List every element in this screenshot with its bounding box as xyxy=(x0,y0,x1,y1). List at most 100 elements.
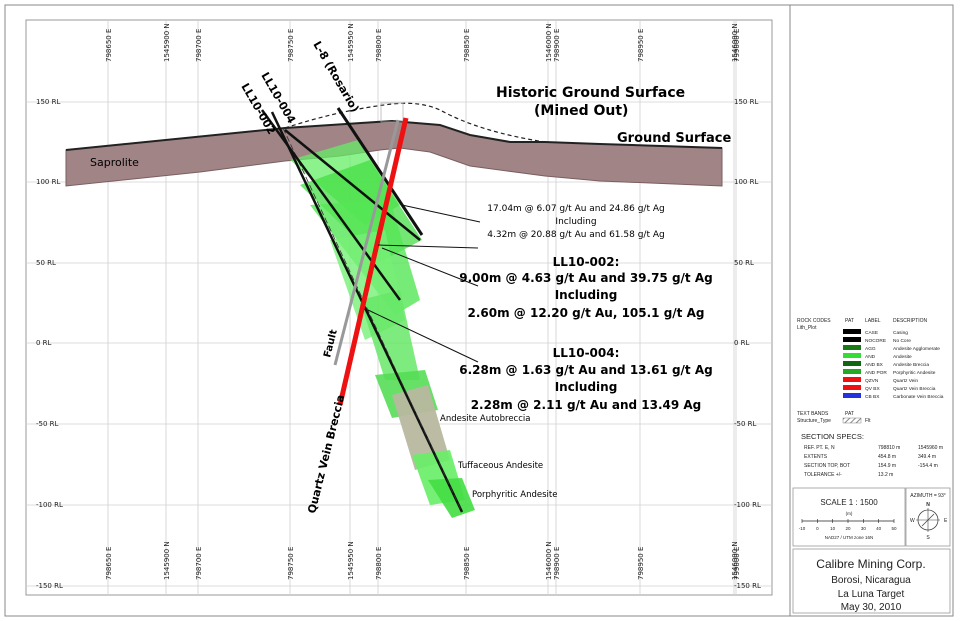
top-grid-label: 798750 E xyxy=(287,29,295,62)
mined-out-pit xyxy=(380,102,404,123)
legend-row-desc: Andesite xyxy=(893,354,912,360)
intercept-c-title: LL10-004: xyxy=(553,346,620,360)
legend-row-desc: Casing xyxy=(893,330,908,336)
legend-row-label: AND BX xyxy=(865,362,884,368)
bottom-grid-label: 798700 E xyxy=(195,547,203,580)
bottom-grid-label: 798950 E xyxy=(637,547,645,580)
spec-key: EXTENTS xyxy=(804,454,828,460)
legend-swatch xyxy=(843,361,861,366)
ll10-004-dash xyxy=(282,127,463,513)
fault-line xyxy=(333,119,400,366)
bottom-grid-label: 1546000 N xyxy=(731,541,739,580)
ll10-004-trace xyxy=(270,111,464,513)
location: Borosi, Nicaragua xyxy=(831,575,911,586)
legend-swatch xyxy=(843,337,861,342)
rl-label-right: 0 RL xyxy=(734,339,750,347)
legend-rows: CASE Casing NOCORE No Core AGG Andesite Agglo… xyxy=(843,329,944,400)
target-name: La Luna Target xyxy=(838,589,905,600)
section-frame xyxy=(25,19,773,596)
scale-bar: -10 0 10 20 30 40 50 xyxy=(799,519,897,531)
scale-box xyxy=(792,487,906,547)
intercept-arrows xyxy=(367,204,481,363)
rl-label-left: 100 RL xyxy=(36,178,60,186)
spec-value-1: 454.8 m xyxy=(878,454,896,460)
top-grid-label: 1546000 N xyxy=(545,23,553,62)
scale-tick-label: 0 xyxy=(816,526,819,531)
spec-key: TOLERANCE +/- xyxy=(804,472,842,478)
legend-swatch xyxy=(843,377,861,382)
top-grid-label: 798800 E xyxy=(375,29,383,62)
intercept-c1: 6.28m @ 1.63 g/t Au and 13.61 g/t Ag xyxy=(459,363,712,377)
intercept-c2: Including xyxy=(555,380,618,394)
structure-type-label: Structure_Type xyxy=(797,418,831,424)
text-bands-label: TEXT BANDS xyxy=(797,411,829,417)
bottom-grid-label: 799000 E xyxy=(733,547,741,580)
rl-label-right: 150 RL xyxy=(734,98,758,106)
ground-surface-label: Ground Surface xyxy=(617,131,732,146)
andesite-block-5 xyxy=(360,290,420,380)
bottom-grid-label: 798800 E xyxy=(375,547,383,580)
rl-label-right: 100 RL xyxy=(734,178,758,186)
intercept-c3: 2.28m @ 2.11 g/t Au and 13.49 Ag xyxy=(471,398,702,412)
legend-swatch xyxy=(843,369,861,374)
top-grid-label: 1545950 N xyxy=(347,23,355,62)
rl-label-right: -100 RL xyxy=(734,501,761,509)
legend-row-label: CB BX xyxy=(865,394,880,400)
rl-label-left: -50 RL xyxy=(36,420,59,428)
flt-label: Flt xyxy=(865,418,871,424)
spec-value-1: 13.2 m xyxy=(878,472,893,478)
legend-swatch xyxy=(843,329,861,334)
legend-row-label: AGG xyxy=(865,346,876,352)
compass-n: N xyxy=(926,502,930,508)
bottom-grid-label: 798650 E xyxy=(105,547,113,580)
intercept-b-title: LL10-002: xyxy=(553,255,620,269)
legend-row-label: AND xyxy=(865,354,876,360)
outer-frame xyxy=(4,4,954,617)
legend-row-desc: Quartz Vein xyxy=(893,378,918,384)
legend-header-codes: ROCK CODES xyxy=(797,318,831,324)
spec-key: SECTION TOP, BOT xyxy=(804,463,850,469)
top-grid-label: 798700 E xyxy=(195,29,203,62)
specs-title: SECTION SPECS: xyxy=(801,432,864,441)
rl-label-right: -150 RL xyxy=(734,582,761,590)
top-grid-label: 798650 E xyxy=(105,29,113,62)
spec-value-1: 154.9 m xyxy=(878,463,896,469)
bottom-grid-label: 798750 E xyxy=(287,547,295,580)
porphyritic-andesite-label: Porphyritic Andesite xyxy=(472,490,557,500)
scale-tick-label: 50 xyxy=(891,526,897,531)
scale-title: SCALE 1 : 1500 xyxy=(820,498,878,507)
bottom-grid-label: 1545900 N xyxy=(163,541,171,580)
rl-label-left: 0 RL xyxy=(36,339,52,347)
legend-swatch xyxy=(843,385,861,390)
compass-azimuth-arrow xyxy=(921,513,935,527)
intercept-b2: Including xyxy=(555,288,618,302)
rl-label-left: 50 RL xyxy=(36,259,56,267)
tuffaceous-andesite-label: Tuffaceous Andesite xyxy=(457,461,543,471)
azimuth-label: AZIMUTH = 93° xyxy=(910,493,945,499)
legend-swatch xyxy=(843,393,861,398)
bottom-grid-label: 1545950 N xyxy=(347,541,355,580)
top-grid-label: 1545900 N xyxy=(163,23,171,62)
ll10-002-branch xyxy=(284,129,421,241)
top-grid-label: 1546000 N xyxy=(731,23,739,62)
compass-w: W xyxy=(910,518,915,524)
spec-key: REF. PT. E, N xyxy=(804,445,835,451)
quartz-vein-breccia-label: Quartz Vein Breccia xyxy=(305,393,347,514)
flt-swatch xyxy=(842,417,862,424)
legend-subheader: Lith_Plot xyxy=(797,325,817,331)
rl-label-left: -100 RL xyxy=(36,501,63,509)
historic-ground-label: Historic Ground Surface xyxy=(496,85,685,101)
intercept-b3: 2.60m @ 12.20 g/t Au, 105.1 g/t Ag xyxy=(468,306,705,320)
intercept-a1: 17.04m @ 6.07 g/t Au and 24.86 g/t Ag xyxy=(487,204,664,214)
scale-tick-label: 20 xyxy=(845,526,851,531)
rl-label-left: -150 RL xyxy=(36,582,63,590)
compass-e: E xyxy=(944,518,948,524)
legend-swatch xyxy=(843,345,861,350)
top-grid-label: 798850 E xyxy=(463,29,471,62)
title-block xyxy=(792,548,951,614)
l8-trace xyxy=(336,107,424,236)
intercept-a2: Including xyxy=(555,217,596,227)
scale-tick-label: 10 xyxy=(830,526,836,531)
azimuth-box xyxy=(905,487,951,547)
